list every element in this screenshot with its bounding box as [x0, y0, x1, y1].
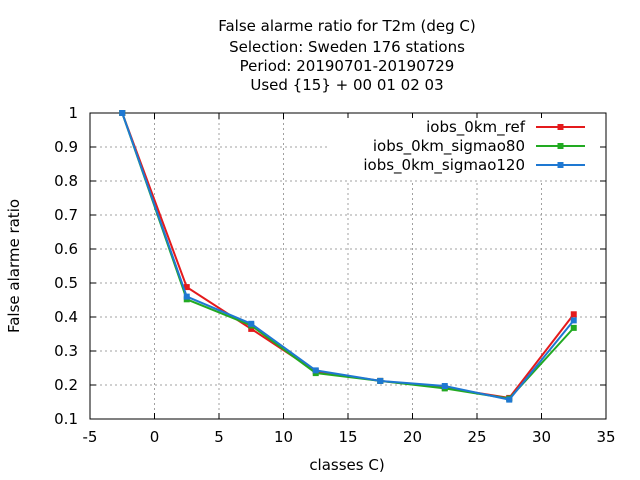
legend-swatch-marker — [557, 143, 564, 149]
x-tick-label: 35 — [596, 428, 615, 446]
legend-label: iobs_0km_sigmao120 — [363, 156, 525, 175]
x-tick-label: 0 — [150, 428, 160, 446]
y-tick-label: 0.7 — [54, 206, 78, 224]
y-tick-label: 0.1 — [54, 410, 78, 428]
data-point — [183, 284, 190, 291]
x-tick-label: 5 — [214, 428, 224, 446]
data-point — [248, 320, 255, 327]
y-tick-label: 0.5 — [54, 274, 78, 292]
data-point — [570, 311, 577, 318]
x-tick-label: 10 — [274, 428, 293, 446]
legend-background — [330, 118, 598, 180]
title-line: Period: 20190701-20190729 — [240, 57, 455, 75]
data-point — [570, 317, 577, 324]
y-tick-label: 0.2 — [54, 376, 78, 394]
series-iobs_0km_sigmao120 — [119, 110, 577, 403]
axis-ticks: -5 0 5 10 15 20 25 30 35 0.1 0.2 0.3 0.4 0.5 0.6 0.7 0.8… — [54, 104, 615, 446]
y-tick-label: 1 — [68, 104, 78, 122]
x-tick-label: 25 — [467, 428, 486, 446]
legend-swatch-marker — [557, 162, 564, 168]
legend-label: iobs_0km_sigmao80 — [373, 137, 525, 156]
legend-swatch-marker — [557, 124, 564, 130]
x-tick-label: 20 — [403, 428, 422, 446]
y-tick-label: 0.6 — [54, 240, 78, 258]
legend-item: iobs_0km_sigmao80 — [373, 137, 585, 156]
series-lines — [119, 110, 577, 403]
data-point — [506, 396, 513, 403]
x-tick-label: -5 — [83, 428, 98, 446]
y-axis-label: False alarme ratio — [5, 199, 23, 333]
legend: iobs_0km_refiobs_0km_sigmao80iobs_0km_si… — [330, 118, 598, 180]
series-line — [121, 112, 575, 401]
legend-label: iobs_0km_ref — [426, 118, 526, 137]
y-tick-label: 0.9 — [54, 138, 78, 156]
data-point — [441, 383, 448, 390]
legend-item: iobs_0km_sigmao120 — [363, 156, 585, 175]
y-tick-label: 0.8 — [54, 172, 78, 190]
x-tick-label: 30 — [532, 428, 551, 446]
title-line: Selection: Sweden 176 stations — [229, 38, 465, 56]
data-point — [248, 325, 255, 332]
title-line: False alarme ratio for T2m (deg C) — [218, 17, 476, 35]
data-point — [183, 293, 190, 300]
y-tick-label: 0.3 — [54, 342, 78, 360]
data-point — [377, 377, 384, 384]
legend-item: iobs_0km_ref — [426, 118, 585, 137]
title-line: Used {15} + 00 01 02 03 — [250, 76, 443, 94]
y-tick-label: 0.4 — [54, 308, 78, 326]
data-point — [570, 324, 577, 331]
data-point — [119, 110, 126, 116]
data-point — [312, 367, 319, 374]
x-tick-label: 15 — [338, 428, 357, 446]
chart-title: False alarme ratio for T2m (deg C) Selec… — [218, 17, 476, 94]
x-axis-label: classes C) — [309, 456, 384, 474]
